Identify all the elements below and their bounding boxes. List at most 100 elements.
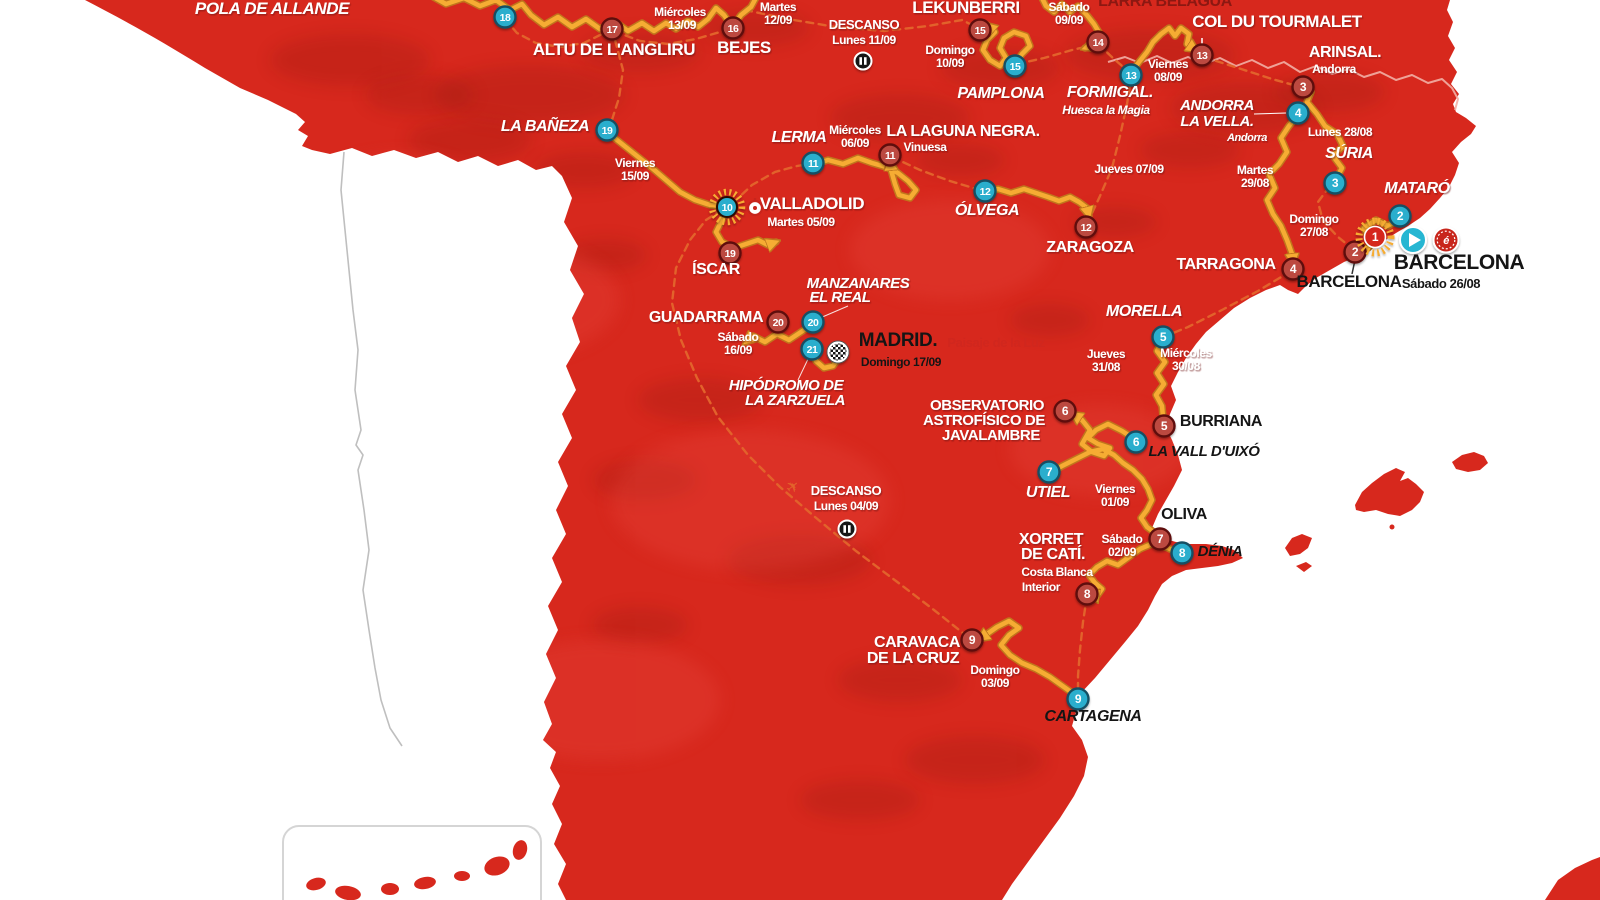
label-manzanares: MANZANARES: [807, 275, 910, 292]
label-la-laguna-negra: LA LAGUNA NEGRA.: [886, 123, 1039, 140]
stage-11-start-marker: 11: [801, 151, 825, 175]
label-d-nia: DÉNIA: [1198, 543, 1243, 560]
label-andorra: Andorra: [1226, 132, 1267, 144]
date-label: 08/09: [1154, 70, 1183, 84]
stage-9-start-marker: 9: [1066, 687, 1090, 711]
svg-text:é: é: [1443, 235, 1449, 247]
race-route-segment: [746, 321, 816, 342]
label-oliva: OLIVA: [1161, 506, 1208, 523]
label-andorra: Andorra: [1312, 62, 1357, 76]
label-paisaje-de-la-luz: Paisaje de la Luz: [947, 335, 1045, 350]
stage-20-finish-marker: 20: [766, 310, 790, 334]
label-arinsal: ARINSAL.: [1309, 44, 1381, 61]
race-route-segment: [1046, 446, 1162, 540]
stage-number: 13: [1126, 70, 1137, 82]
city-labels: POLA DE ALLANDE ALTU DE L'ANGLIRU BEJES LEK…: [195, 0, 1525, 725]
stage-18-start-marker: 18: [493, 5, 517, 29]
transfer-dashed-line: [612, 27, 732, 46]
stage-7-finish-marker: 7: [1148, 527, 1172, 551]
label-pola-de-allande: POLA DE ALLANDE: [195, 0, 350, 18]
stage-6-start-marker: 6: [1124, 430, 1148, 454]
label-la-vall-d-uix: LA VALL D'UIXÓ: [1148, 442, 1260, 460]
date-label: Miércoles: [829, 123, 881, 137]
label-la-vella: LA VELLA.: [1180, 113, 1253, 130]
rest-day-pause-icon: [837, 519, 857, 539]
stage-7-start-marker: 7: [1037, 460, 1061, 484]
date-label: Viernes: [1148, 57, 1189, 71]
stage-number: 19: [602, 125, 613, 137]
stage-number: 7: [1046, 465, 1053, 479]
date-label: Sábado: [718, 330, 759, 344]
transfer-dashed-line: [670, 209, 970, 639]
label-la-zarzuela: LA ZARZUELA: [745, 392, 845, 409]
stage-number: 12: [980, 186, 991, 198]
stage-13-finish-marker: 13: [1190, 43, 1214, 67]
stage-number: 4: [1290, 262, 1297, 276]
transfer-dashed-line: [1202, 55, 1299, 88]
canary-island: [484, 856, 510, 876]
portugal-coastline: [340, 151, 403, 747]
date-label: Miércoles: [1160, 346, 1212, 360]
canary-island: [454, 871, 470, 881]
stage-number: 15: [975, 25, 986, 37]
date-label: 30/08: [1172, 359, 1201, 373]
label-vinuesa: Vinuesa: [903, 140, 947, 154]
stage-6-finish-marker: 6: [1053, 399, 1077, 423]
stage-number: 11: [885, 150, 896, 162]
stage-number: 6: [1133, 435, 1140, 449]
stage-number: 17: [607, 24, 618, 36]
label-altu-de-l-angliru: ALTU DE L'ANGLIRU: [533, 40, 695, 59]
mallorca-island: [1355, 468, 1424, 516]
transfer-dashed-line: [1166, 269, 1293, 337]
stage-19-finish-marker: 19: [718, 241, 742, 265]
date-label: Domingo: [970, 663, 1019, 677]
date-label: Lunes 28/08: [1308, 125, 1373, 139]
stage-21-start-marker: 21: [800, 337, 824, 361]
label-javalambre: JAVALAMBRE: [942, 427, 1040, 444]
transfer-dashed-line: [608, 38, 625, 128]
stage-number: 5: [1160, 330, 1167, 344]
stage-number: 20: [773, 317, 784, 329]
stage-12-finish-marker: 12: [1074, 215, 1098, 239]
stage-markers: 2 3 4 5 6 7 8 9 11 12 13 15 18 19 20 21 2 3 4 5 6 7 8 9 11 12 13 14…: [493, 5, 1412, 711]
stage-8-start-marker: 8: [1170, 541, 1194, 565]
date-label: 12/09: [764, 13, 793, 27]
stage-3-start-marker: 3: [1323, 171, 1347, 195]
date-label: Domingo: [1289, 212, 1338, 226]
play-button-icon[interactable]: [1399, 226, 1427, 254]
france-spain-border: [1107, 55, 1459, 111]
country-borders: [340, 55, 1459, 747]
date-label: 15/09: [621, 169, 650, 183]
stage-4-start-marker: 4: [1286, 101, 1310, 125]
stage-number: 20: [808, 317, 819, 329]
race-route-segment: [1073, 414, 1139, 459]
stage-number: 2: [1352, 245, 1359, 259]
date-label: Jueves: [1087, 347, 1126, 361]
date-label: Martes 05/09: [767, 215, 835, 229]
date-label: 03/09: [981, 676, 1010, 690]
rest-day-pause-icon: [853, 51, 873, 71]
grand-depart-marker: 1: [1355, 217, 1395, 257]
stage-15-start-marker: 15: [1003, 54, 1027, 78]
stage-number: 3: [1332, 176, 1339, 190]
label-de-cat: DE CATÍ.: [1021, 544, 1085, 563]
balearic-islands: [1285, 452, 1600, 900]
stage-number: 1: [1372, 230, 1379, 244]
stage-number: 12: [1081, 222, 1092, 234]
stage-number: 8: [1179, 546, 1186, 560]
leader-line: [797, 356, 810, 381]
stage-4-finish-marker: 4: [1281, 257, 1305, 281]
transfer-routes: [503, 8, 1356, 697]
date-label: Miércoles: [654, 5, 706, 19]
date-label: 16/09: [724, 343, 753, 357]
stage-number: 7: [1157, 532, 1164, 546]
label-interior: Interior: [1022, 580, 1061, 594]
label-hip-dromo-de: HIPÓDROMO DE: [729, 376, 845, 394]
date-label: Domingo 17/09: [861, 355, 942, 369]
stage-19-start-marker: 19: [595, 118, 619, 142]
label-formigal: FORMIGAL.: [1067, 84, 1153, 101]
label-madrid: MADRID.: [859, 330, 937, 351]
stage-15-finish-marker: 15: [968, 18, 992, 42]
